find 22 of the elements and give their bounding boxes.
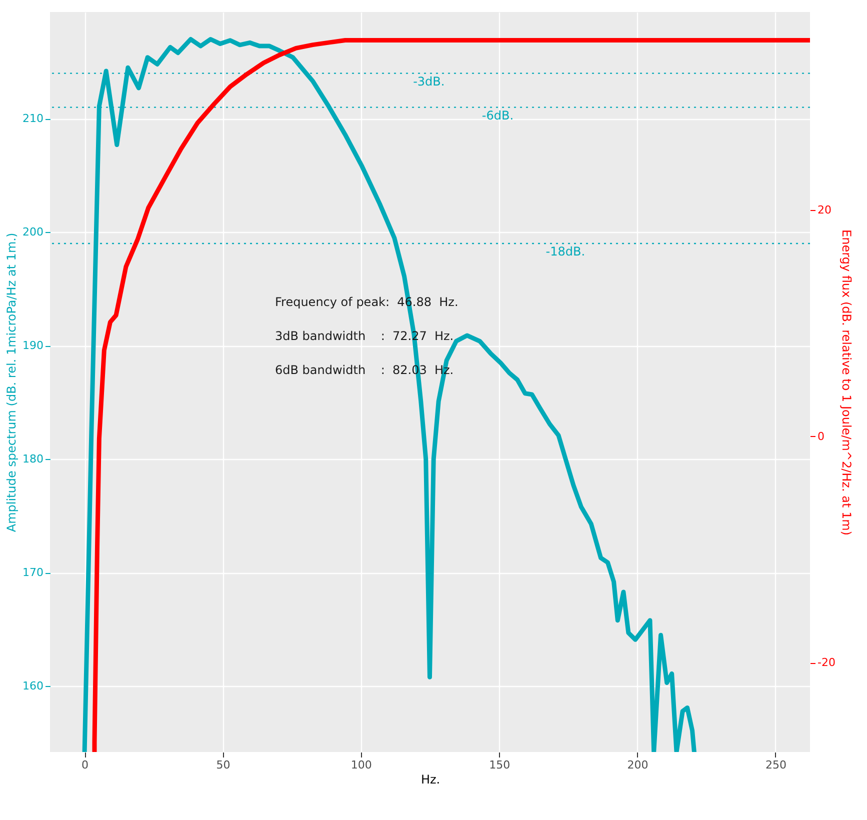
annotation: -18dB. [546, 244, 586, 259]
line-series [92, 38, 810, 752]
annotation: -6dB. [482, 108, 514, 122]
y2-tick-label: 0 [818, 430, 824, 443]
y-tick-label: 200 [22, 226, 44, 239]
x-axis-title: Hz. [420, 772, 440, 786]
annotation: -3dB. [413, 74, 445, 88]
y-tick-label: 190 [22, 339, 44, 352]
y2-tick-label: 20 [818, 204, 832, 217]
y2-tick-label: -20 [818, 656, 836, 670]
y-tick-label: 170 [22, 566, 44, 580]
x-tick-label: 150 [489, 758, 510, 772]
y-tick-label: 160 [22, 680, 44, 693]
y2-axis-title: Energy flux (dB. relative to 1 Joule/m^2/Hz. at 1m) [839, 230, 854, 536]
y-tick-label: 180 [22, 452, 44, 466]
x-tick-label: 250 [765, 758, 786, 772]
x-tick-label: 50 [216, 758, 230, 772]
y-axis-title: Amplitude spectrum (dB. rel. 1microPa/Hz at 1m.) [4, 232, 19, 532]
y-tick-label: 210 [22, 112, 44, 126]
x-tick-label: 0 [82, 758, 89, 772]
x-tick-label: 200 [627, 758, 648, 772]
x-tick-label: 100 [350, 758, 372, 772]
